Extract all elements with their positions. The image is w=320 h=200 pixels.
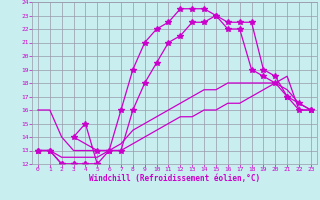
X-axis label: Windchill (Refroidissement éolien,°C): Windchill (Refroidissement éolien,°C) [89, 174, 260, 183]
